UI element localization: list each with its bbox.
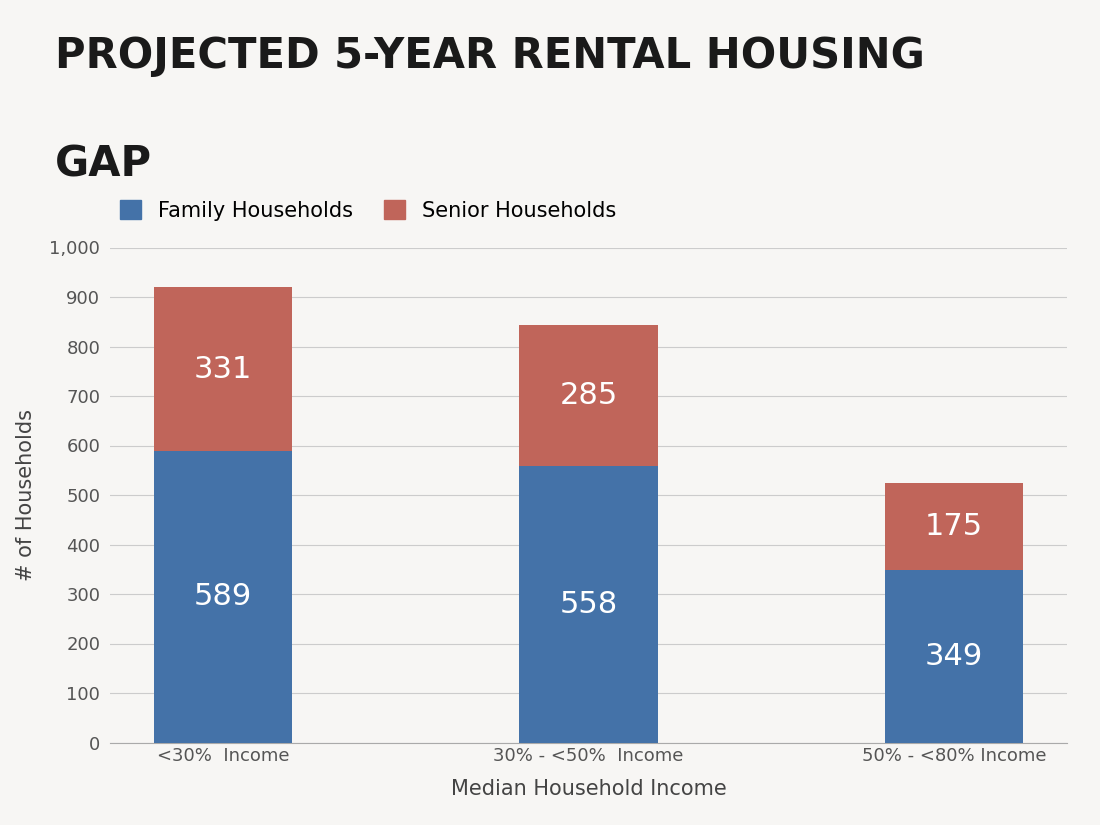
Y-axis label: # of Households: # of Households (15, 409, 35, 581)
Text: 589: 589 (194, 582, 252, 611)
Legend: Family Households, Senior Households: Family Households, Senior Households (120, 200, 616, 220)
Text: 331: 331 (194, 355, 252, 384)
Text: GAP: GAP (55, 144, 152, 186)
Bar (884, 483, 1023, 570)
Text: 558: 558 (560, 590, 617, 619)
Bar (519, 325, 658, 466)
Text: PROJECTED 5-YEAR RENTAL HOUSING: PROJECTED 5-YEAR RENTAL HOUSING (55, 35, 925, 77)
Text: 349: 349 (925, 642, 983, 671)
Bar (154, 451, 293, 742)
Text: 175: 175 (925, 512, 983, 541)
X-axis label: Median Household Income: Median Household Income (451, 780, 726, 799)
Bar (519, 466, 658, 742)
Bar (884, 570, 1023, 742)
Text: 285: 285 (560, 381, 617, 410)
Bar (154, 287, 293, 451)
